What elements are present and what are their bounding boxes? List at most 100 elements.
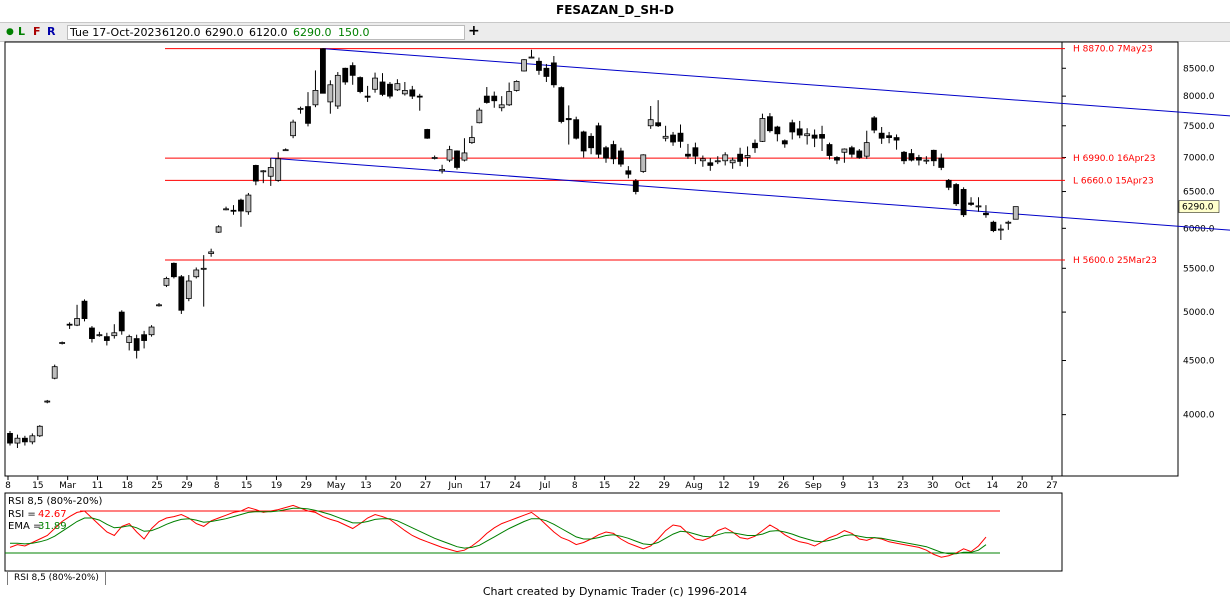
- candle-body: [722, 154, 729, 162]
- quote-high: 6290.0: [205, 26, 244, 39]
- x-tick-label: 19: [748, 481, 760, 491]
- candle-body: [401, 90, 408, 95]
- tab-rsi[interactable]: RSI 8,5 (80%-20%): [7, 571, 106, 585]
- candle-body: [640, 154, 647, 172]
- x-tick-label: 26: [778, 481, 790, 491]
- y-tick-label: 7500.0: [1183, 122, 1215, 132]
- x-tick-label: Jul: [538, 481, 550, 491]
- x-tick-label: 20: [1016, 481, 1028, 491]
- candle-body: [968, 202, 974, 205]
- f-button[interactable]: F: [33, 25, 41, 38]
- candle-body: [200, 267, 207, 270]
- candle-body: [252, 165, 259, 182]
- candle-body: [983, 212, 989, 216]
- x-tick-label: 18: [122, 481, 134, 491]
- ema-label: EMA =: [8, 521, 41, 532]
- candle-body: [826, 144, 833, 156]
- channel-line: [322, 48, 1230, 117]
- candle-body: [156, 304, 162, 307]
- candle-body: [506, 91, 513, 106]
- candle-body: [409, 89, 416, 97]
- candle-body: [416, 95, 423, 98]
- candle-body: [558, 87, 565, 122]
- toolbar: ● L F R Tue 17-Oct-2023 6120.0 6290.0 61…: [0, 22, 1230, 42]
- candle-body: [871, 117, 878, 131]
- candle-body: [863, 142, 870, 157]
- y-tick-label: 7000.0: [1183, 153, 1215, 163]
- x-tick-label: 9: [840, 481, 846, 491]
- l-button[interactable]: L: [18, 25, 26, 38]
- candle-body: [81, 300, 88, 319]
- candle-body: [275, 158, 282, 181]
- candle-body: [14, 437, 21, 444]
- candle-body: [543, 67, 550, 77]
- rsi-series-ema: [10, 507, 987, 555]
- x-tick-label: 11: [92, 481, 103, 491]
- candle-body: [997, 228, 1004, 231]
- candle-body: [476, 109, 483, 124]
- price-level-label: H 5600.0 25Mar23: [1073, 256, 1157, 266]
- candle-body: [729, 159, 736, 164]
- candle-body: [886, 135, 892, 138]
- x-tick-label: 12: [718, 481, 729, 491]
- candle-body: [185, 280, 192, 299]
- x-tick-label: 22: [629, 481, 640, 491]
- ema-value: 31.89: [38, 521, 67, 532]
- candle-body: [744, 155, 751, 158]
- candle-body: [685, 153, 691, 157]
- candle-body: [7, 432, 13, 444]
- last-price-marker: [1178, 200, 1220, 213]
- candle-body: [483, 95, 490, 103]
- rsi-value: 42.67: [38, 509, 67, 520]
- candle-body: [74, 318, 80, 326]
- candle-body: [267, 167, 274, 177]
- candle-body: [468, 137, 475, 144]
- rsi-title: RSI 8,5 (80%-20%): [8, 496, 102, 507]
- last-price-label: 6290.0: [1182, 203, 1214, 213]
- candle-body: [975, 205, 982, 208]
- candle-body: [215, 226, 222, 233]
- r-button[interactable]: R: [47, 25, 56, 38]
- candle-body: [632, 180, 639, 192]
- x-tick-label: 25: [151, 481, 162, 491]
- y-tick-label: 6000.0: [1183, 224, 1215, 234]
- candle-body: [655, 122, 662, 127]
- candle-body: [305, 106, 311, 124]
- candle-body: [245, 194, 252, 213]
- candle-body: [916, 157, 922, 161]
- candle-body: [446, 149, 453, 161]
- x-tick-label: 15: [32, 481, 43, 491]
- quote-date: Tue 17-Oct-2023: [70, 26, 162, 39]
- candle-body: [394, 83, 401, 91]
- y-tick-label: 5500.0: [1183, 264, 1215, 274]
- candle-body: [521, 59, 527, 72]
- candle-body: [573, 119, 580, 139]
- status-dot-icon: ●: [6, 27, 14, 37]
- plus-icon[interactable]: +: [468, 23, 480, 39]
- rsi-label: RSI =: [8, 509, 36, 520]
- channel-line: [270, 157, 1230, 231]
- candle-body: [461, 152, 468, 161]
- x-tick-label: 15: [599, 481, 610, 491]
- candle-body: [431, 157, 438, 159]
- x-tick-label: Sep: [805, 481, 822, 491]
- candle-body: [923, 159, 930, 162]
- x-tick-label: 23: [897, 481, 908, 491]
- candle-body: [170, 262, 177, 278]
- x-tick-label: 29: [301, 481, 313, 491]
- candle-body: [513, 81, 520, 91]
- candle-body: [595, 125, 602, 155]
- candle-body: [96, 334, 103, 337]
- candle-body: [439, 169, 446, 172]
- x-tick-label: 20: [390, 481, 402, 491]
- candle-body: [878, 132, 885, 139]
- candle-body: [193, 269, 200, 278]
- candle-body: [908, 153, 915, 161]
- x-tick-label: 19: [271, 481, 283, 491]
- candle-body: [238, 199, 244, 212]
- quote-close: 6290.0: [293, 26, 332, 39]
- candle-body: [141, 334, 148, 341]
- x-tick-label: Aug: [685, 481, 703, 491]
- candle-body: [36, 425, 43, 437]
- candle-body: [118, 311, 125, 332]
